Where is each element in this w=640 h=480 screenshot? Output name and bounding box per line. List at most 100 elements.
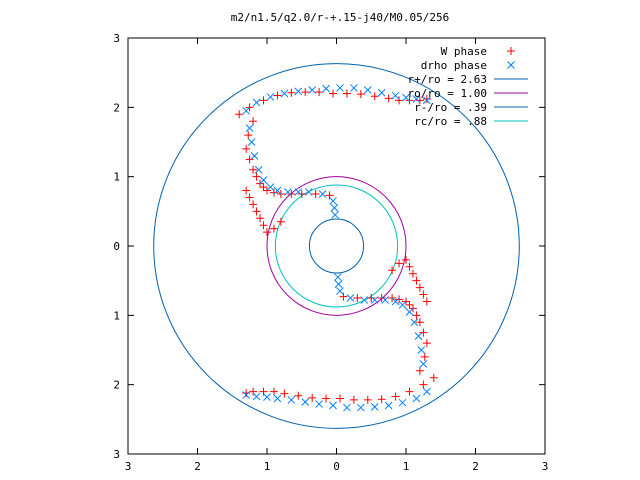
y-tick-label: 0 (113, 240, 120, 253)
data-point (297, 190, 306, 198)
data-point (422, 387, 431, 396)
data-point (235, 110, 244, 119)
data-point (273, 394, 282, 403)
data-point (419, 290, 428, 299)
data-point (415, 283, 424, 292)
data-point (402, 255, 410, 264)
data-point (412, 311, 421, 320)
data-point (429, 373, 438, 382)
data-point (335, 394, 344, 403)
data-point (242, 391, 251, 399)
data-point (273, 186, 282, 195)
data-point (263, 393, 271, 402)
x-tick-label: 1 (403, 460, 410, 473)
legend-label: r+/ro = 2.63 (408, 73, 487, 86)
data-point (415, 366, 424, 375)
data-point (336, 287, 344, 295)
data-point (395, 259, 404, 268)
data-point (405, 262, 414, 271)
data-point (377, 395, 386, 404)
data-point (329, 401, 337, 410)
circle-rc (274, 184, 399, 308)
data-point (388, 266, 397, 275)
y-tick-label: 1 (113, 309, 120, 322)
data-point (330, 204, 339, 212)
data-point (398, 301, 407, 309)
data-point (269, 387, 278, 396)
data-point (259, 176, 268, 184)
data-point (350, 84, 358, 92)
data-point (377, 294, 386, 302)
data-point (384, 401, 393, 410)
data-point (322, 84, 330, 93)
data-point (254, 165, 263, 174)
data-point (422, 96, 431, 105)
data-point (242, 388, 251, 397)
data-point (259, 183, 268, 192)
data-point (280, 389, 289, 398)
data-point (266, 183, 275, 191)
data-point (245, 124, 254, 132)
y-tick-label: 2 (113, 101, 120, 114)
x-tick-label: 3 (542, 460, 549, 473)
data-point (422, 95, 431, 104)
data-point (301, 88, 310, 97)
data-point (315, 88, 324, 97)
data-point (287, 190, 296, 198)
data-point (349, 395, 358, 404)
data-point (405, 300, 414, 309)
circle-r (153, 63, 520, 429)
data-points (235, 84, 438, 412)
data-point (252, 98, 261, 107)
legend-label: r-/ro = .39 (414, 101, 487, 114)
data-point (346, 294, 355, 302)
data-point (331, 210, 339, 219)
data-point (412, 394, 421, 403)
series-drho-phase (242, 84, 431, 412)
data-point (250, 152, 259, 160)
data-point (414, 332, 423, 340)
data-point (256, 214, 265, 223)
data-point (391, 297, 400, 306)
data-point (322, 394, 331, 403)
series-w-phase (235, 88, 438, 404)
data-point (339, 292, 348, 301)
data-point (269, 224, 278, 233)
data-point (360, 296, 369, 304)
data-point (412, 95, 421, 103)
data-point (318, 190, 327, 198)
data-point (356, 90, 365, 99)
data-point (249, 165, 258, 174)
data-point (334, 273, 342, 282)
data-point (356, 403, 365, 412)
data-point (308, 393, 317, 402)
data-point (343, 403, 351, 412)
data-point (363, 395, 372, 404)
data-point (247, 138, 256, 146)
data-point (353, 294, 362, 302)
data-point (287, 396, 296, 404)
data-point (259, 387, 268, 396)
data-point (249, 200, 258, 209)
y-tick-label: 3 (113, 448, 120, 461)
data-point (395, 96, 404, 105)
data-point (242, 186, 251, 195)
data-point (408, 269, 417, 278)
circle-ro (266, 176, 407, 316)
data-point (410, 318, 419, 327)
data-point (259, 221, 268, 230)
data-point (329, 197, 337, 205)
y-tick-label: 2 (113, 379, 120, 392)
data-point (391, 392, 400, 401)
data-point (308, 86, 317, 94)
data-point (422, 339, 431, 348)
data-point (398, 398, 407, 407)
data-point (252, 172, 261, 181)
chart-title: m2/n1.5/q2.0/r-+.15-j40/M0.05/256 (231, 11, 450, 24)
data-point (412, 276, 421, 285)
data-point (304, 188, 313, 196)
data-point (367, 294, 376, 302)
data-point (384, 94, 393, 103)
